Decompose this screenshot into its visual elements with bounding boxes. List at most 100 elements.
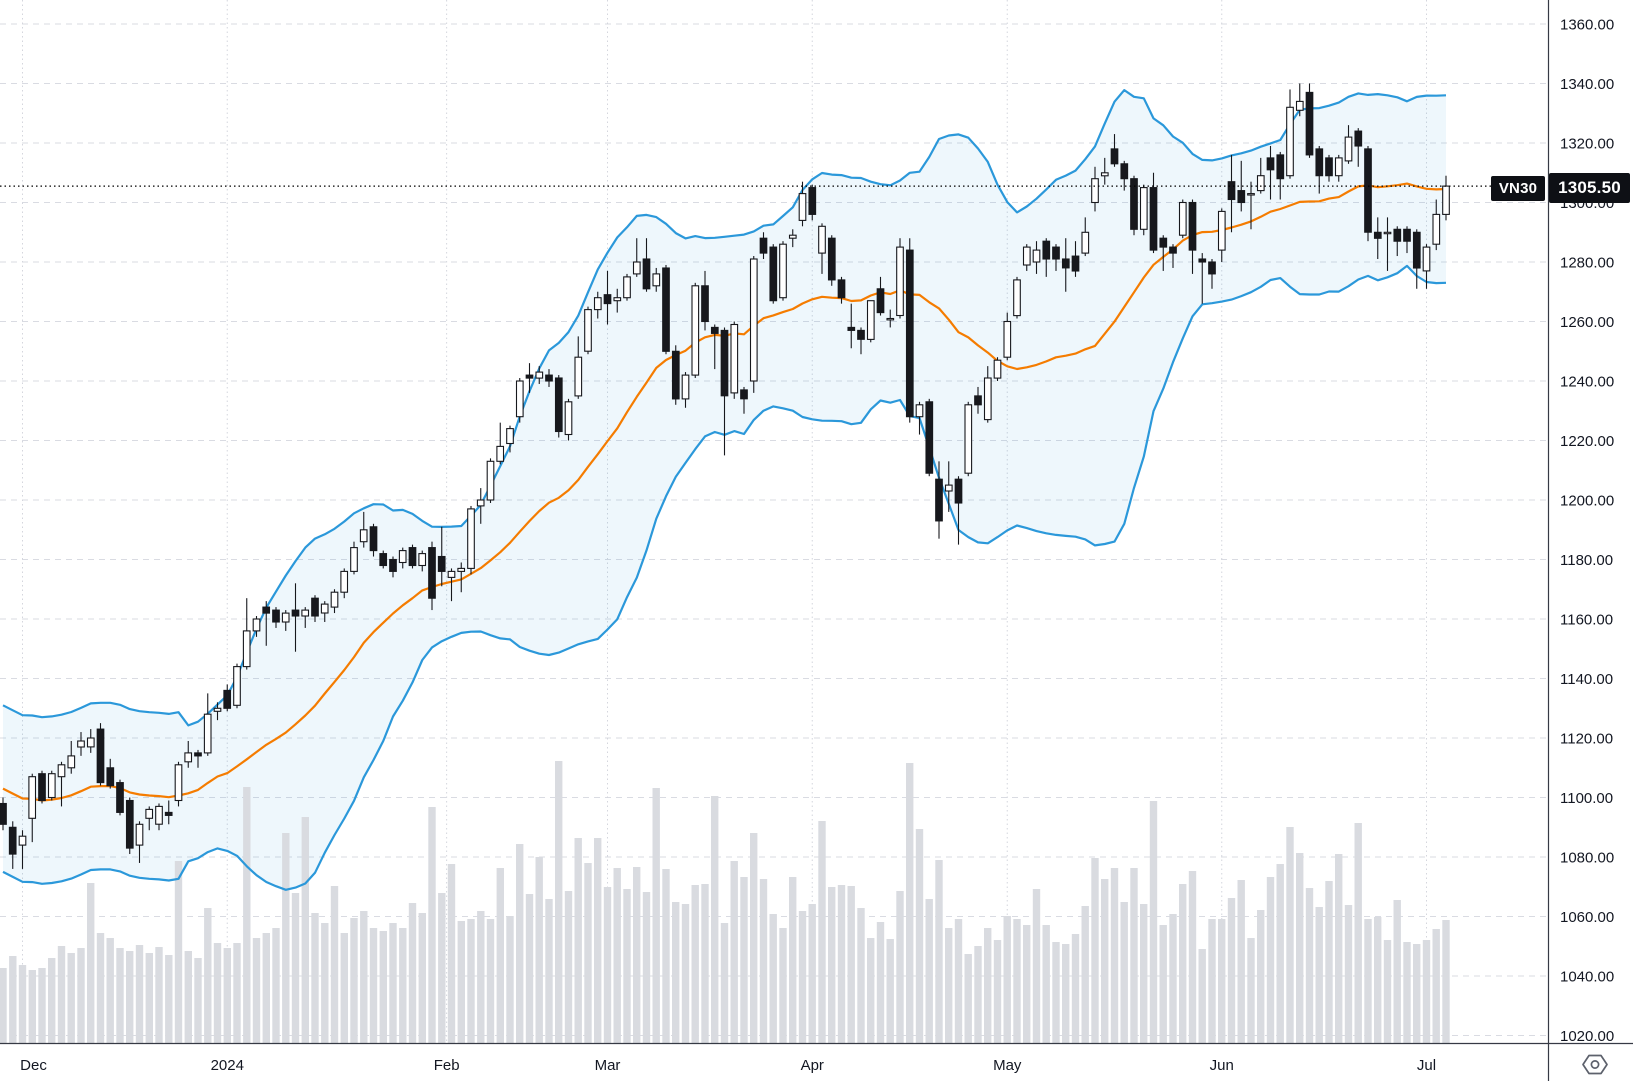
candle-up [652,273,661,287]
candle-up [447,570,456,578]
volume-bar [106,938,114,1043]
volume-bar [330,886,339,1043]
volume-bar [1140,904,1148,1043]
price-tick-label: 1320.00 [1560,136,1614,153]
volume-bar [223,948,231,1043]
candle-up [418,553,427,567]
volume-bar [77,948,85,1043]
candle-up [1217,210,1226,251]
volume-columns [0,761,1450,1043]
volume-bar [399,928,407,1043]
time-tick-label: May [993,1057,1022,1074]
candle-up [818,225,826,254]
volume-bar [652,788,660,1043]
candle-down [1169,246,1177,254]
candle-up [340,570,349,593]
candle-up [681,374,690,400]
volume-bar [291,893,300,1043]
volume-bar [1003,916,1011,1043]
volume-bar [418,913,426,1043]
candlesticks [0,83,1450,869]
candle-down [1159,237,1168,248]
candle-down [164,811,173,816]
volume-bar [525,894,534,1043]
candle-up [944,484,953,492]
volume-bar [447,864,456,1043]
candle-up [788,234,797,239]
candle-up [779,243,787,299]
candle-down [0,802,7,825]
volume-bar [1364,919,1372,1043]
candle-down [1237,190,1246,204]
price-tick-label: 1120.00 [1560,731,1613,748]
time-axis[interactable] [0,1044,1548,1081]
candle-down [740,389,748,400]
time-tick-label: Dec [20,1057,47,1074]
volume-bar [321,923,329,1043]
volume-bar [1354,823,1362,1043]
volume-bar [1218,919,1226,1043]
volume-bar [486,919,495,1043]
price-axis[interactable] [1549,0,1633,1043]
volume-bar [174,861,183,1043]
candle-up [1286,106,1294,177]
candle-up [886,317,895,321]
hexagon-dot-settings-icon [1582,1054,1608,1075]
price-tick-label: 1060.00 [1560,909,1614,926]
volume-bar [145,953,153,1043]
candle-up [983,377,992,421]
candle-up [1422,246,1431,272]
candle-up [1432,213,1441,245]
candle-up [1256,175,1265,192]
volume-bar [477,911,485,1043]
price-tick-label: 1220.00 [1560,433,1614,450]
price-tick-label: 1140.00 [1560,671,1613,688]
candle-down [525,374,534,379]
price-scale-settings-button[interactable] [1581,1053,1609,1076]
volume-bar [945,928,953,1043]
volume-bar [48,958,56,1043]
volume-bar [204,908,212,1043]
volume-bar [964,954,972,1043]
volume-bar [828,887,836,1043]
candle-down [1071,255,1080,272]
volume-bar [1149,801,1158,1043]
candle-up [457,567,466,572]
candle-up [632,261,641,275]
symbol-label: VN30 [1491,176,1545,201]
volume-bar [389,923,397,1043]
candle-down [769,246,778,302]
candle-up [398,550,407,564]
candle-up [730,323,739,394]
candle-up [28,776,37,819]
volume-bar [438,893,446,1043]
candle-down [106,767,115,787]
candle-down [1188,201,1197,251]
price-tick-label: 1200.00 [1560,493,1614,510]
time-axis-labels: Dec 2024 Feb Mar Apr May Jun Jul [20,1057,1436,1074]
volume-bar [818,821,826,1043]
volume-bar [340,933,348,1043]
volume-bar [1374,917,1382,1043]
volume-bar [662,869,670,1043]
candle-up [135,823,144,846]
candle-down [96,728,105,784]
volume-bar [906,763,914,1043]
last-price-value: 1305.50 [1558,178,1621,197]
candle-down [1315,148,1324,177]
candle-down [1227,181,1236,201]
candle-down [1266,157,1275,171]
candle-up [1295,100,1304,111]
volume-bar [1335,854,1343,1043]
volume-bar [691,885,699,1043]
volume-bar [584,863,592,1043]
candle-down [1305,91,1314,156]
volume-bar [0,968,7,1043]
volume-bar [1247,938,1255,1043]
candle-down [701,285,709,323]
candle-up [281,612,290,623]
candle-up [242,630,251,668]
candle-up [915,404,924,418]
volume-bar [467,919,475,1043]
